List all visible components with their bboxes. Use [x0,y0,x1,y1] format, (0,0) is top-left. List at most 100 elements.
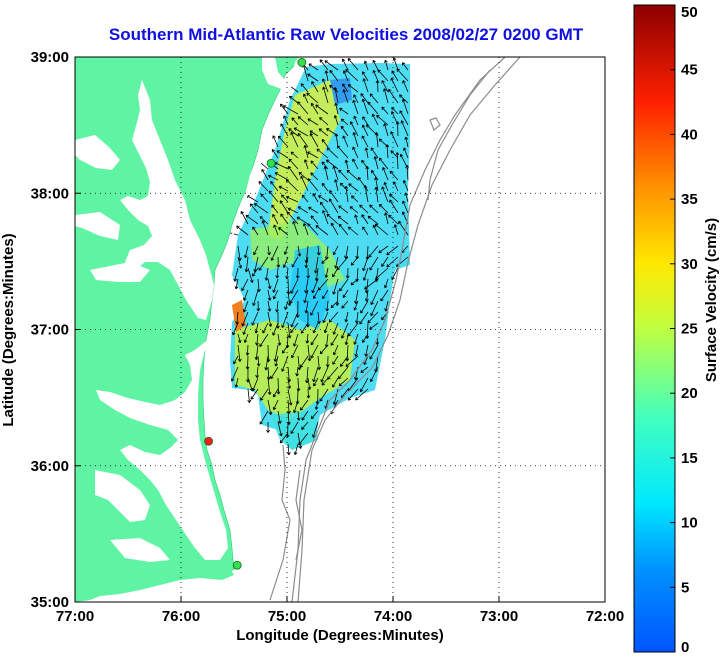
map-grid [75,57,605,602]
velocity-vector [321,182,329,192]
velocity-vector [378,157,389,170]
x-axis: 77:00 76:00 75:00 74:00 73:00 72:00 [56,596,624,625]
velocity-vector [349,121,359,137]
velocity-vector [339,107,349,115]
station-marker [232,560,242,570]
colorbar-tick-label: 45 [681,62,698,79]
chesapeake-west-inlets [75,135,150,282]
delaware-bay [262,57,303,90]
velocity-vector [253,203,269,214]
velocity-vector [281,355,289,372]
velocity-vector [367,101,379,115]
velocity-vector [374,186,379,203]
x-tick-label: 75:00 [268,608,306,625]
velocity-vector [342,70,349,82]
velocity-vector [267,245,271,256]
velocity-vector [332,377,339,388]
velocity-vector [354,289,359,304]
velocity-vector [316,148,329,159]
velocity-vector [302,223,309,236]
velocity-vector [332,278,339,295]
velocity-vector [308,206,319,214]
velocity-vector [330,222,339,236]
y-axis: 39:00 38:00 37:00 36:00 35:00 [31,49,81,611]
velocity-vector [388,88,399,104]
velocity-vector [322,289,329,300]
velocity-vector [322,210,329,225]
velocity-vector [243,245,249,259]
velocity-vector [272,289,279,300]
velocity-vector [291,344,299,359]
velocity-vector [362,71,369,82]
velocity-vector [371,113,379,126]
velocity-vector [237,256,243,269]
velocity-vector [301,194,309,203]
velocity-vector [325,355,330,368]
velocity-vectors [222,57,410,456]
colorbar-tick-label: 50 [681,4,698,21]
velocity-vector [289,289,299,304]
velocity-vector [282,105,299,115]
x-tick-label: 77:00 [56,608,94,625]
velocity-vector [346,169,359,181]
velocity-vector [313,377,319,387]
station-marker [297,58,307,67]
velocity-vector [282,256,289,268]
velocity-vector [375,267,389,280]
velocity-vector [250,388,259,400]
velocity-vector [334,133,339,148]
velocity-vector [402,200,409,214]
velocity-vector [297,245,302,257]
velocity-vector [369,256,379,271]
velocity-vector [363,185,369,203]
x-tick-label: 76:00 [162,608,200,625]
velocity-vector [272,278,279,293]
velocity-vector [310,172,319,181]
velocity-vector [368,245,379,258]
x-tick-label: 72:00 [586,608,624,625]
velocity-vector [389,199,399,214]
velocity-vector [312,289,319,299]
velocity-vector [298,171,309,181]
velocity-vector [383,123,389,137]
velocity-vector [290,311,299,328]
velocity-vector [287,207,299,214]
velocity-vector [247,388,252,403]
velocity-vector [347,388,359,401]
bathymetry-contours [269,57,521,602]
velocity-vector [322,311,329,324]
velocity-vector [232,322,239,336]
velocity-vector [338,377,349,387]
velocity-vector [279,432,289,444]
velocity-vector [251,377,259,392]
velocity-vector [272,399,279,411]
velocity-vector [350,278,359,286]
velocity-vector [370,300,379,317]
velocity-vector [388,214,399,225]
velocity-vector [267,174,279,181]
velocity-vector [340,322,349,339]
velocity-vector [354,214,359,225]
velocity-vector [334,256,339,269]
velocity-vector [256,300,261,312]
x-axis-label: Longitude (Degrees:Minutes) [236,627,444,644]
velocity-vector [385,144,390,159]
velocity-vector [255,366,260,379]
velocity-vector [259,410,269,425]
velocity-vector [330,300,339,309]
velocity-vector [321,256,329,264]
colorbar-tick-label: 40 [681,126,698,143]
velocity-vector [307,178,319,192]
velocity-vector [243,333,249,343]
velocity-vector [304,256,309,269]
velocity-vector [366,124,379,137]
velocity-vector [354,344,359,357]
colorbar-tick-label: 35 [681,191,698,208]
velocity-vector [374,223,389,236]
velocity-vector [345,267,350,279]
velocity-vector [287,211,299,225]
velocity-vector [308,63,319,71]
velocity-vector [252,226,259,236]
colorbar-tick-label: 5 [681,579,689,596]
